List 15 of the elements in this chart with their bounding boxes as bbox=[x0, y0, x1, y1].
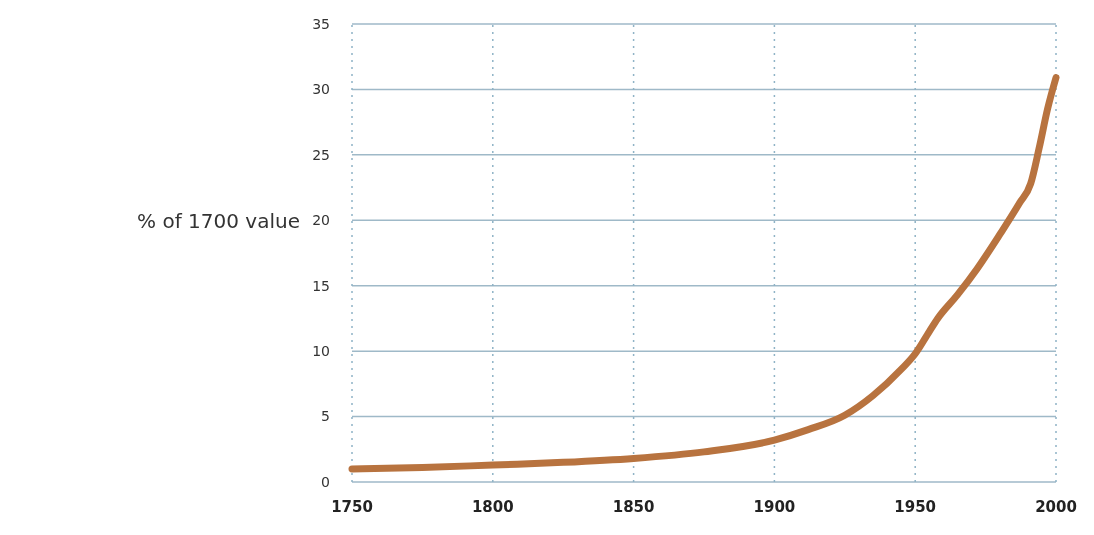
x-tick-label: 1950 bbox=[894, 498, 937, 516]
x-tick-label: 2000 bbox=[1035, 498, 1077, 516]
x-tick-label: 1850 bbox=[612, 498, 655, 516]
y-tick-label: 10 bbox=[312, 343, 330, 360]
y-tick-label: 15 bbox=[312, 277, 330, 294]
y-tick-label: 0 bbox=[321, 473, 330, 490]
y-tick-label: 5 bbox=[321, 408, 330, 425]
y-tick-label: 35 bbox=[312, 15, 330, 32]
x-tick-label: 1900 bbox=[753, 498, 796, 516]
y-axis-title: % of 1700 value bbox=[137, 208, 300, 233]
y-tick-label: 25 bbox=[312, 146, 330, 163]
x-tick-label: 1800 bbox=[471, 498, 514, 516]
y-tick-label: 30 bbox=[312, 81, 330, 98]
y-tick-label: 20 bbox=[312, 212, 330, 229]
x-tick-label: 1750 bbox=[331, 498, 373, 516]
